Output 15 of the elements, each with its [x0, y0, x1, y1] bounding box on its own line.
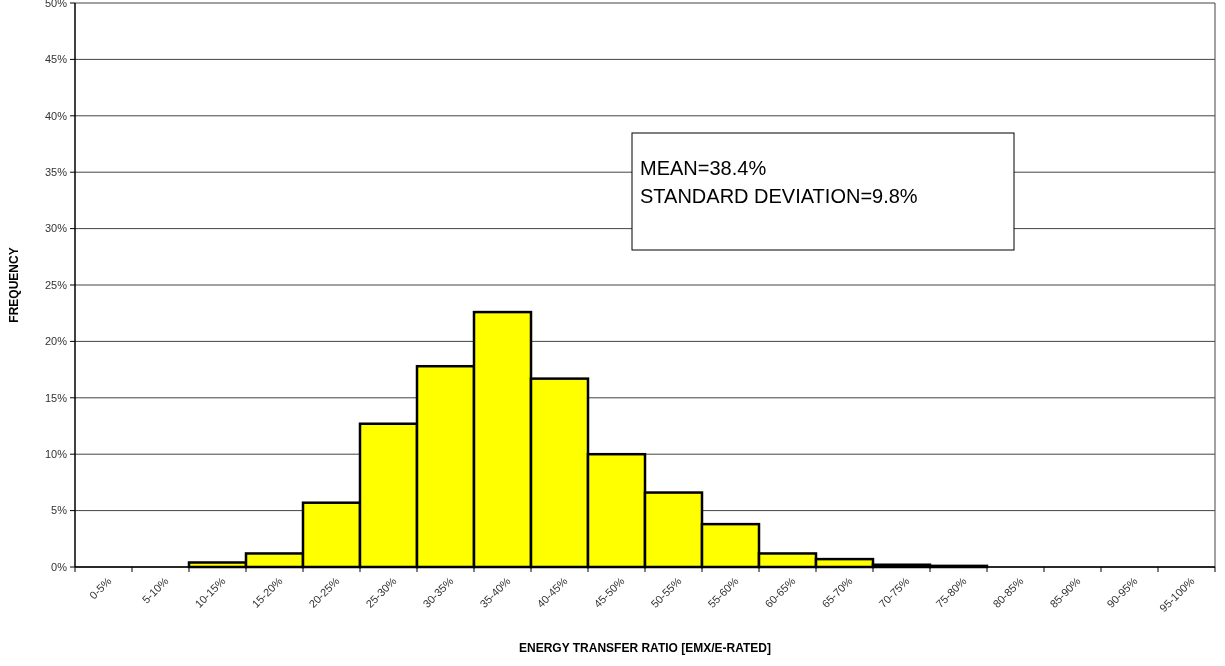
y-tick-label: 40%	[44, 109, 68, 122]
annotation: MEAN=38.4%	[640, 157, 767, 179]
y-tick-label: 0%	[51, 560, 68, 573]
y-tick-label: 35%	[44, 166, 68, 179]
y-tick-label: 20%	[44, 335, 68, 348]
y-tick-label: 25%	[44, 278, 68, 291]
y-tick-label: 15%	[44, 391, 68, 404]
y-axis-title: FREQUENCY	[7, 247, 21, 323]
annotation: STANDARD DEVIATION=9.8%	[640, 185, 918, 207]
y-tick-label: 50%	[44, 0, 68, 9]
y-tick-label: 30%	[44, 222, 68, 235]
y-tick-label: 5%	[51, 504, 68, 517]
y-tick-label: 10%	[44, 448, 68, 461]
y-tick-label: 45%	[44, 53, 68, 66]
x-axis-title: ENERGY TRANSFER RATIO [EMX/E-RATED]	[518, 641, 772, 655]
